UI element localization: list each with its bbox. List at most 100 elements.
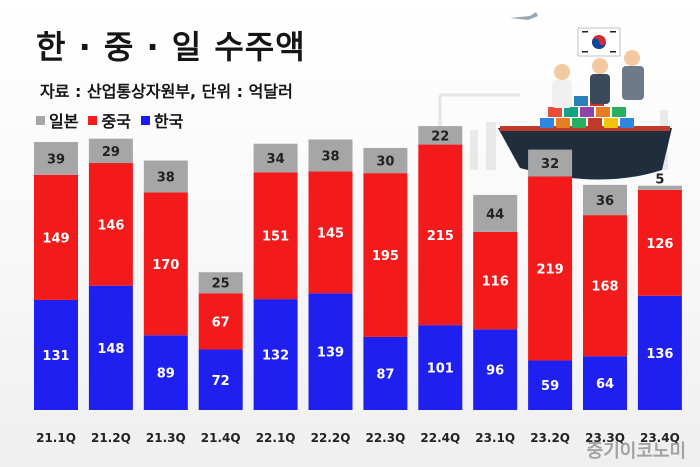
data-label-china-11: 168 xyxy=(591,280,618,295)
x-tick-label-7: 22.3Q xyxy=(365,431,405,445)
data-label-korea-1: 131 xyxy=(42,349,69,364)
bar-korea-9 xyxy=(473,329,518,410)
brand-watermark: 중기이코노미 xyxy=(586,441,686,462)
bar-japan-4 xyxy=(198,272,243,294)
bar-china-1 xyxy=(34,174,78,300)
bar-korea-6 xyxy=(308,293,353,410)
data-label-korea-5: 132 xyxy=(262,349,289,364)
bar-japan-8 xyxy=(418,126,463,145)
data-label-japan-1: 39 xyxy=(47,152,65,167)
bar-korea-3 xyxy=(143,335,188,410)
x-tick-label-10: 23.2Q xyxy=(530,431,570,445)
bar-china-2 xyxy=(88,163,133,286)
bar-korea-4 xyxy=(198,349,243,410)
data-label-japan-12: 5 xyxy=(655,173,664,188)
data-label-china-9: 116 xyxy=(482,275,509,290)
x-tick-label-2: 21.2Q xyxy=(91,431,131,445)
bar-korea-2 xyxy=(88,285,133,410)
data-label-china-7: 195 xyxy=(372,249,399,264)
bar-korea-5 xyxy=(253,299,298,410)
data-label-japan-11: 36 xyxy=(596,194,614,209)
data-label-china-2: 146 xyxy=(97,218,124,233)
data-label-china-6: 145 xyxy=(317,226,344,241)
bar-korea-10 xyxy=(528,360,573,410)
data-label-japan-7: 30 xyxy=(376,155,394,170)
businesspeople-figures xyxy=(552,50,644,108)
x-tick-label-12: 23.4Q xyxy=(640,431,680,445)
x-tick-label-9: 23.1Q xyxy=(475,431,515,445)
bar-japan-9 xyxy=(473,194,518,232)
legend-item-korea: 한국 xyxy=(140,108,184,132)
legend-swatch-china xyxy=(88,115,98,125)
data-label-china-5: 151 xyxy=(262,230,289,245)
x-tick-label-8: 22.4Q xyxy=(420,431,460,445)
data-label-china-12: 126 xyxy=(646,237,673,252)
x-tick-label-6: 22.2Q xyxy=(311,431,351,445)
data-label-japan-6: 38 xyxy=(321,149,339,164)
data-label-japan-2: 29 xyxy=(102,145,120,160)
bar-china-3 xyxy=(143,192,188,336)
data-label-korea-2: 148 xyxy=(97,342,124,357)
bar-korea-8 xyxy=(418,325,463,410)
bar-japan-5 xyxy=(253,143,298,173)
source-note: 자료 : 산업통상자원부, 단위 : 억달러 xyxy=(40,82,293,101)
korean-flag-icon xyxy=(577,27,621,57)
airplane-icon xyxy=(510,12,538,20)
bar-japan-11 xyxy=(583,184,627,216)
data-label-china-3: 170 xyxy=(152,258,179,273)
legend-item-china: 중국 xyxy=(88,108,131,132)
data-label-korea-6: 139 xyxy=(317,346,344,361)
bar-korea-1 xyxy=(34,299,78,410)
data-label-japan-3: 38 xyxy=(157,170,175,185)
bar-japan-1 xyxy=(34,142,78,175)
bar-japan-6 xyxy=(308,139,353,172)
x-tick-label-1: 21.1Q xyxy=(36,431,76,445)
data-label-china-8: 215 xyxy=(427,229,454,244)
data-label-japan-10: 32 xyxy=(541,157,559,172)
legend-label-japan: 일본 xyxy=(49,112,79,131)
legend-label-china: 중국 xyxy=(101,112,131,131)
data-label-china-1: 149 xyxy=(42,231,69,246)
x-tick-label-4: 21.4Q xyxy=(201,431,241,445)
legend-item-japan: 일본 xyxy=(36,108,78,132)
data-label-china-10: 219 xyxy=(537,262,564,277)
data-label-japan-4: 25 xyxy=(212,277,230,292)
data-label-korea-4: 72 xyxy=(212,374,230,389)
data-label-korea-8: 101 xyxy=(427,362,454,377)
legend-swatch-korea xyxy=(140,115,150,125)
bar-japan-12 xyxy=(637,185,682,190)
bar-china-10 xyxy=(528,176,573,361)
bar-korea-7 xyxy=(363,336,408,410)
legend-swatch-japan xyxy=(36,115,45,125)
page-title: 한 · 중 · 일 수주액 xyxy=(36,28,306,66)
bar-japan-10 xyxy=(528,149,573,177)
x-tick-label-3: 21.3Q xyxy=(146,431,186,445)
data-label-japan-9: 44 xyxy=(486,207,504,222)
data-label-korea-12: 136 xyxy=(646,347,673,362)
bar-japan-3 xyxy=(143,160,188,193)
chart-legend: 일본 중국 한국 xyxy=(36,108,183,132)
bar-china-9 xyxy=(473,231,518,330)
x-tick-label-5: 22.1Q xyxy=(256,431,296,445)
data-label-korea-11: 64 xyxy=(596,377,614,392)
bar-china-5 xyxy=(253,172,298,300)
bar-korea-12 xyxy=(637,295,682,410)
bar-china-4 xyxy=(198,293,243,350)
bar-china-8 xyxy=(418,144,463,326)
data-label-korea-7: 87 xyxy=(376,367,394,382)
bar-china-6 xyxy=(308,171,353,294)
x-tick-label-11: 23.3Q xyxy=(585,431,625,445)
bar-korea-11 xyxy=(583,356,627,410)
bar-china-7 xyxy=(363,173,408,337)
data-label-korea-3: 89 xyxy=(157,367,175,382)
bar-japan-2 xyxy=(88,138,133,164)
bar-china-11 xyxy=(583,215,627,357)
data-label-japan-5: 34 xyxy=(267,152,285,167)
data-label-japan-8: 22 xyxy=(431,129,449,144)
bar-china-12 xyxy=(637,189,682,296)
bar-japan-7 xyxy=(363,147,408,174)
data-label-korea-10: 59 xyxy=(541,379,559,394)
data-label-china-4: 67 xyxy=(212,315,230,330)
legend-label-korea: 한국 xyxy=(153,112,184,131)
